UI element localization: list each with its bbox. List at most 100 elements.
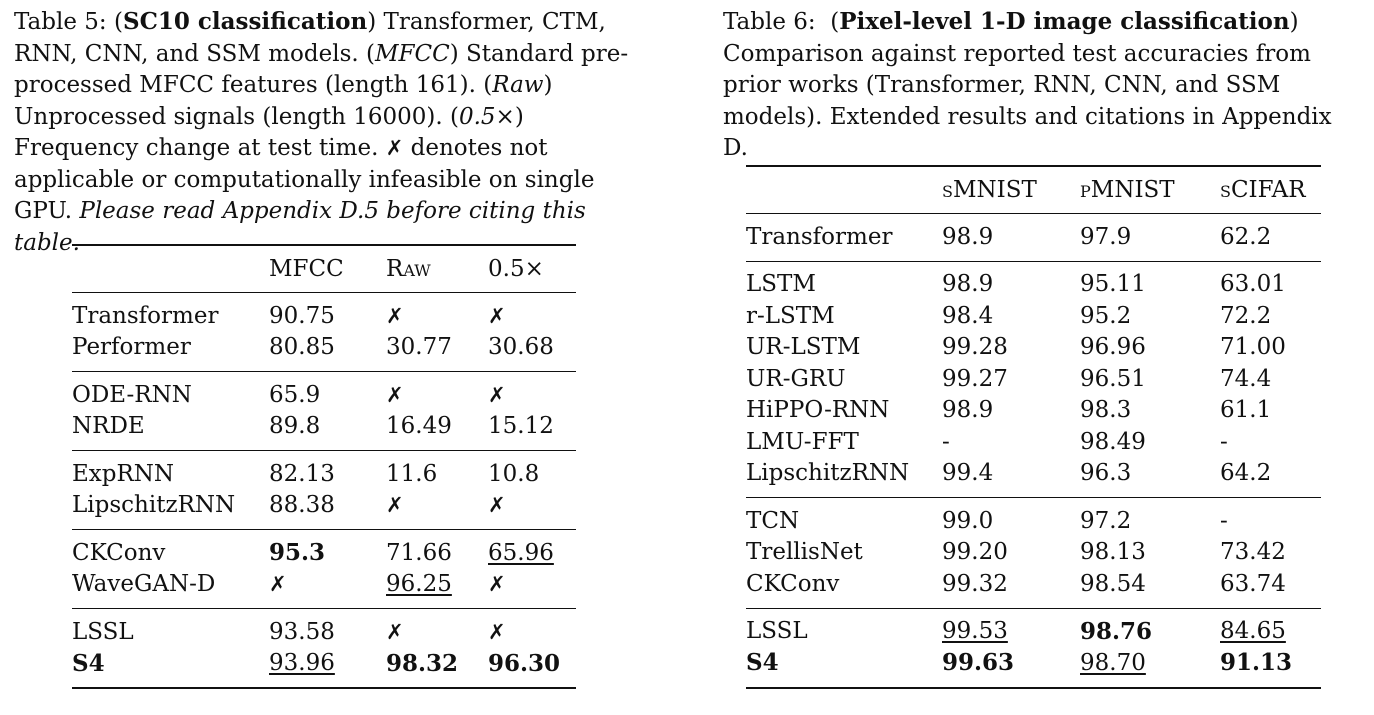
value-cell: 89.8: [269, 413, 321, 440]
value-cell: 93.58: [269, 608, 386, 648]
model-name: S4: [746, 647, 942, 689]
table-5-caption: Table 5: (SC10 classification) Transform…: [14, 8, 629, 256]
value-cell: 96.96: [1080, 334, 1146, 361]
header-row: MFCC Raw 0.5×: [72, 244, 576, 293]
value-cell: 16.49: [386, 413, 452, 440]
value-cell: 98.9: [942, 213, 1080, 261]
model-name: CKConv: [746, 570, 840, 597]
model-name: ODE-RNN: [72, 371, 269, 411]
value-cell: 98.70: [1080, 647, 1220, 689]
table-row: r-LSTM 98.4 95.2 72.2: [746, 300, 1321, 332]
value-cell: 88.38: [269, 492, 335, 519]
column-header: sCIFAR: [1220, 165, 1321, 214]
value-cell: 95.3: [269, 529, 386, 569]
cross-mark-icon: ✗: [386, 493, 404, 518]
table-row: ExpRNN 82.13 11.6 10.8: [72, 450, 576, 490]
value-cell: 15.12: [488, 413, 554, 440]
column-header: Raw: [386, 244, 488, 293]
value-cell: 98.4: [942, 302, 994, 329]
model-name: NRDE: [72, 413, 145, 440]
column-header: pMNIST: [1080, 165, 1220, 214]
table-row: LSSL 99.53 98.76 84.65: [746, 607, 1321, 647]
value-cell: 99.32: [942, 570, 1008, 597]
value-cell: 91.13: [1220, 647, 1321, 689]
model-name: WaveGAN-D: [72, 571, 216, 598]
model-name: LSSL: [72, 608, 269, 648]
value-cell: -: [1220, 497, 1321, 537]
cross-mark-icon: ✗: [269, 572, 287, 597]
table-row: ODE-RNN 65.9 ✗ ✗: [72, 371, 576, 411]
value-cell: 65.9: [269, 371, 386, 411]
column-header: MFCC: [269, 244, 386, 293]
table-row: Performer 80.85 30.77 30.68: [72, 332, 576, 372]
value-cell: 30.77: [386, 334, 452, 361]
table-row: LSSL 93.58 ✗ ✗: [72, 608, 576, 648]
value-cell: 90.75: [269, 292, 386, 332]
value-cell: 71.66: [386, 529, 488, 569]
value-cell: 61.1: [1220, 397, 1272, 424]
value-cell: 95.2: [1080, 302, 1132, 329]
value-cell: 98.49: [1080, 428, 1146, 455]
model-name: UR-GRU: [746, 365, 846, 392]
value-cell: 99.53: [942, 607, 1080, 647]
column-header: 0.5×: [488, 244, 576, 293]
value-cell: 99.27: [942, 365, 1008, 392]
model-name: LSSL: [746, 607, 942, 647]
cross-mark-icon: ✗: [488, 371, 576, 411]
table-row: CKConv 99.32 98.54 63.74: [746, 568, 1321, 608]
value-cell: 97.2: [1080, 497, 1220, 537]
table-row: WaveGAN-D ✗ 96.25 ✗: [72, 569, 576, 609]
model-name: r-LSTM: [746, 302, 835, 329]
value-cell: 95.11: [1080, 260, 1220, 300]
cross-mark-icon: ✗: [386, 292, 488, 332]
model-name: Transformer: [746, 213, 942, 261]
table-row: LMU-FFT - 98.49 -: [746, 426, 1321, 458]
model-name: LSTM: [746, 260, 942, 300]
table-row: TrellisNet 99.20 98.13 73.42: [746, 537, 1321, 569]
table-row: S4 93.96 98.32 96.30: [72, 647, 576, 689]
value-cell: 72.2: [1220, 302, 1272, 329]
table-row: LSTM 98.9 95.11 63.01: [746, 260, 1321, 300]
column-header: sMNIST: [942, 165, 1080, 214]
header-cell-empty: [72, 244, 269, 293]
value-cell: 73.42: [1220, 539, 1286, 566]
cross-mark-icon: ✗: [385, 136, 404, 160]
value-cell: 99.4: [942, 460, 994, 487]
table-row: CKConv 95.3 71.66 65.96: [72, 529, 576, 569]
value-cell: 99.28: [942, 334, 1008, 361]
table-row: UR-LSTM 99.28 96.96 71.00: [746, 332, 1321, 364]
model-name: TrellisNet: [746, 539, 863, 566]
value-cell: -: [942, 428, 950, 455]
value-cell: 93.96: [269, 647, 386, 689]
value-cell: 63.74: [1220, 570, 1286, 597]
table-6: sMNIST pMNIST sCIFAR Transformer 98.9 97.9 62.…: [746, 165, 1321, 689]
caption-label: Table 5:: [14, 9, 107, 35]
model-name: Transformer: [72, 292, 269, 332]
value-cell: -: [1220, 428, 1228, 455]
table-row: Transformer 90.75 ✗ ✗: [72, 292, 576, 332]
value-cell: 99.63: [942, 647, 1080, 689]
value-cell: 98.9: [942, 260, 1080, 300]
value-cell: 96.30: [488, 647, 576, 689]
model-name: LMU-FFT: [746, 428, 859, 455]
value-cell: 98.76: [1080, 607, 1220, 647]
caption-label: Table 6:: [723, 9, 816, 35]
caption-title: SC10 classification: [122, 8, 368, 35]
value-cell: 63.01: [1220, 260, 1321, 300]
model-name: UR-LSTM: [746, 334, 861, 361]
cross-mark-icon: ✗: [488, 493, 506, 518]
table-row: Transformer 98.9 97.9 62.2: [746, 213, 1321, 261]
value-cell: 30.68: [488, 334, 554, 361]
table-row: UR-GRU 99.27 96.51 74.4: [746, 363, 1321, 395]
value-cell: 98.9: [942, 397, 994, 424]
model-name: TCN: [746, 497, 942, 537]
model-name: LipschitzRNN: [746, 460, 910, 487]
value-cell: 96.3: [1080, 460, 1132, 487]
value-cell: 99.0: [942, 497, 1080, 537]
cross-mark-icon: ✗: [488, 608, 576, 648]
value-cell: 99.20: [942, 539, 1008, 566]
value-cell: 10.8: [488, 450, 576, 490]
table-6-panel: Table 6: (Pixel-level 1-D image classifi…: [723, 0, 1363, 689]
value-cell: 62.2: [1220, 213, 1321, 261]
value-cell: 80.85: [269, 334, 335, 361]
